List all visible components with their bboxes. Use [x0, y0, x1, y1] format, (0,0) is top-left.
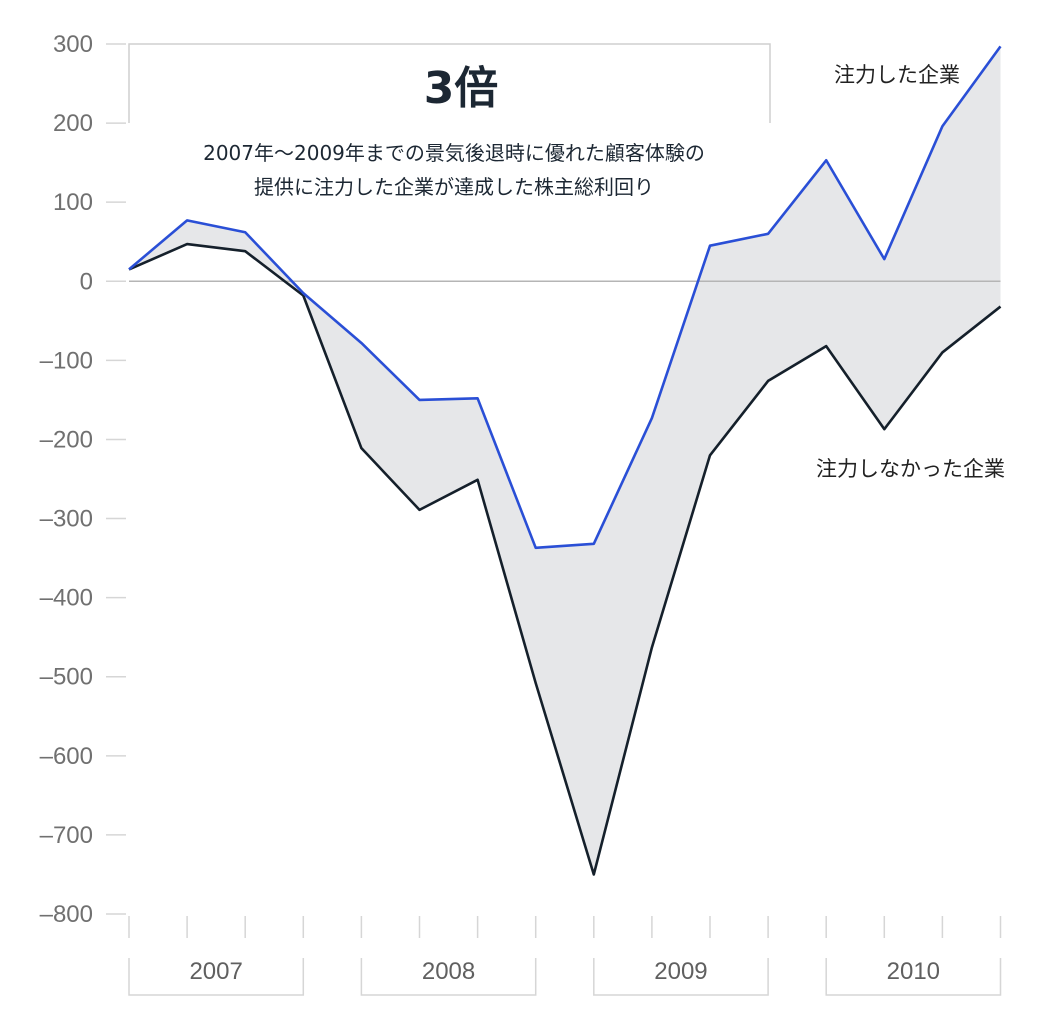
- x-axis: 2007 2008 2009 2010: [128, 916, 1002, 996]
- series-lines: [128, 45, 1002, 876]
- year-bracket: [593, 958, 769, 996]
- year-bracket: [360, 958, 537, 996]
- series-label-focused: 注力した企業: [834, 63, 960, 87]
- annotation-box: 3倍 2007年〜2009年までの景気後退時に優れた顧客体験の 提供に注力した企…: [128, 43, 771, 199]
- year-label: 2010: [887, 958, 940, 985]
- y-tick-label: 200: [53, 110, 93, 137]
- series-label-not-focused: 注力しなかった企業: [816, 457, 1005, 481]
- year-label: 2009: [654, 958, 707, 985]
- y-tick-label: 300: [53, 31, 93, 58]
- year-bracket: [825, 958, 1002, 996]
- year-label: 2007: [189, 958, 242, 985]
- year-bracket: [128, 958, 305, 996]
- series-line-not-focused: [128, 242, 1002, 876]
- y-tick-label: –500: [40, 664, 93, 691]
- year-label: 2008: [422, 958, 475, 985]
- annotation-bracket: [128, 43, 771, 123]
- y-tick-label: –800: [40, 901, 93, 928]
- y-tick-label: –600: [40, 743, 93, 770]
- y-tick-label: –100: [40, 347, 93, 374]
- annotation-title: 3倍: [424, 63, 499, 114]
- y-axis: 300 200 100 0 –100 –200 –300 –400 –500 –600 –700 –8…: [40, 31, 126, 928]
- y-tick-label: –300: [40, 506, 93, 533]
- annotation-text-line-1: 2007年〜2009年までの景気後退時に優れた顧客体験の: [203, 141, 705, 165]
- y-tick-label: –400: [40, 585, 93, 612]
- annotation-text-line-2: 提供に注力した企業が達成した株主総利回り: [254, 175, 654, 199]
- y-tick-label: 100: [53, 189, 93, 216]
- gap-area: [129, 46, 1001, 875]
- gap-fill: [129, 46, 1001, 875]
- y-tick-label: –700: [40, 822, 93, 849]
- series-line-focused: [128, 45, 1002, 550]
- y-tick-label: 0: [80, 268, 93, 295]
- y-tick-label: –200: [40, 426, 93, 453]
